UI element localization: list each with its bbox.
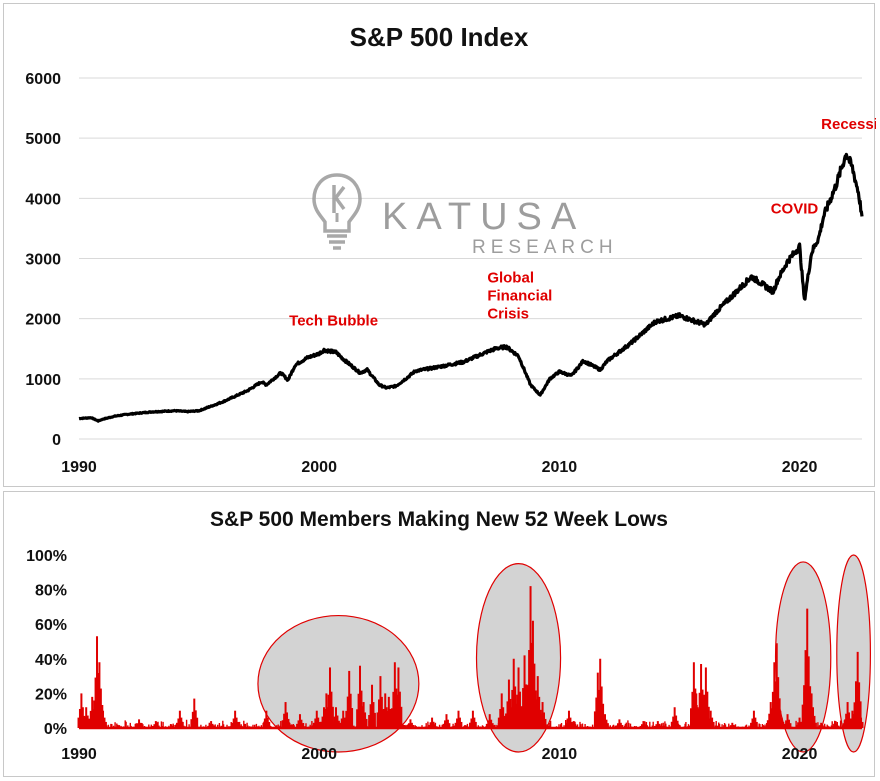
x-tick-label: 2010 bbox=[542, 459, 578, 476]
x-tick-label: 2010 bbox=[542, 746, 578, 763]
new-lows-chart: S&P 500 Members Making New 52 Week Lows … bbox=[3, 491, 875, 777]
y-tick-label: 6000 bbox=[25, 71, 61, 88]
annotation-label: Financial bbox=[487, 288, 552, 305]
y-tick-label: 100% bbox=[26, 548, 67, 565]
x-tick-label: 2000 bbox=[301, 459, 337, 476]
new-lows-plot-area: 0% 20% 40% 60% 80% 100% 1990 2000 2010 2020 bbox=[26, 548, 872, 763]
highlight-ellipse bbox=[774, 561, 832, 753]
annotation-label: Tech Bubble bbox=[289, 312, 378, 329]
sp500-series-line bbox=[78, 152, 864, 423]
x-tick-label: 1990 bbox=[61, 459, 97, 476]
chart-title: S&P 500 Members Making New 52 Week Lows bbox=[210, 508, 668, 531]
chart-title: S&P 500 Index bbox=[349, 22, 529, 52]
annotation-label: Crisis bbox=[487, 306, 529, 323]
y-tick-label: 80% bbox=[35, 583, 67, 600]
y-tick-label: 40% bbox=[35, 652, 67, 669]
y-tick-label: 0% bbox=[44, 721, 67, 738]
y-tick-label: 20% bbox=[35, 686, 67, 703]
highlight-ellipse bbox=[836, 554, 872, 753]
annotation-label: COVID bbox=[771, 200, 819, 217]
annotation-label: Global bbox=[487, 270, 534, 287]
sp500-plot-area: 0 1000 2000 3000 4000 5000 6000 1990 2000 2010 20… bbox=[25, 71, 876, 476]
y-tick-label: 4000 bbox=[25, 191, 61, 208]
y-tick-label: 2000 bbox=[25, 312, 61, 329]
y-tick-label: 3000 bbox=[25, 252, 61, 269]
annotation-label: Recession? bbox=[821, 116, 876, 133]
lightbulb-k-icon bbox=[312, 173, 362, 250]
x-tick-label: 2000 bbox=[301, 746, 337, 763]
y-tick-label: 60% bbox=[35, 617, 67, 634]
x-tick-label: 2020 bbox=[782, 459, 818, 476]
sp500-index-chart: S&P 500 Index 0 1000 2000 3000 4000 5000 6000 … bbox=[3, 3, 876, 487]
watermark-sub: RESEARCH bbox=[472, 237, 618, 258]
y-tick-label: 1000 bbox=[25, 372, 61, 389]
x-tick-label: 2020 bbox=[782, 746, 818, 763]
y-tick-label: 0 bbox=[52, 432, 61, 449]
x-tick-label: 1990 bbox=[61, 746, 97, 763]
y-tick-label: 5000 bbox=[25, 131, 61, 148]
watermark-brand: KATUSA bbox=[382, 196, 585, 238]
katusa-watermark: KATUSA RESEARCH bbox=[312, 173, 618, 258]
